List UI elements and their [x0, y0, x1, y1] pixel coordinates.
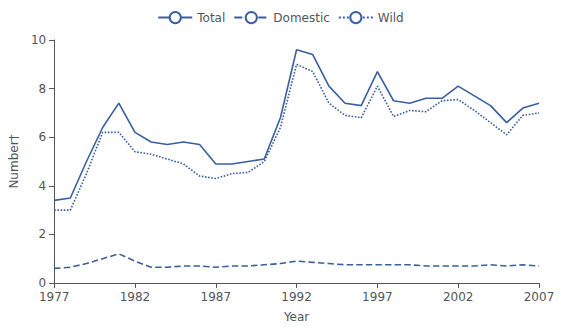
svg-text:10: 10 — [31, 33, 46, 47]
svg-text:1987: 1987 — [201, 290, 232, 304]
svg-text:1997: 1997 — [362, 290, 393, 304]
svg-text:6: 6 — [39, 130, 47, 144]
svg-text:0: 0 — [39, 276, 47, 290]
svg-text:Number†: Number† — [7, 134, 21, 188]
svg-text:4: 4 — [39, 179, 47, 193]
svg-text:2: 2 — [39, 227, 47, 241]
svg-text:2007: 2007 — [524, 290, 555, 304]
svg-text:Total: Total — [196, 11, 225, 25]
svg-text:Year: Year — [283, 310, 309, 324]
svg-text:Domestic: Domestic — [273, 11, 330, 25]
svg-text:1977: 1977 — [39, 290, 70, 304]
svg-text:2002: 2002 — [443, 290, 474, 304]
svg-text:Wild: Wild — [378, 11, 404, 25]
svg-text:1982: 1982 — [120, 290, 151, 304]
svg-text:1992: 1992 — [281, 290, 312, 304]
svg-text:8: 8 — [39, 82, 47, 96]
